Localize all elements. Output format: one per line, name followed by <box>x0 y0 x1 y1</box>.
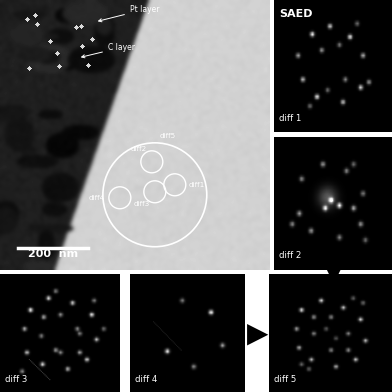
Text: C layer: C layer <box>82 43 135 58</box>
Text: ▼: ▼ <box>321 258 345 287</box>
Text: Pt layer: Pt layer <box>99 5 160 22</box>
Text: diff 5: diff 5 <box>274 375 297 384</box>
Text: diff5: diff5 <box>160 133 176 139</box>
Text: diff 4: diff 4 <box>135 375 157 384</box>
Text: diff1: diff1 <box>189 182 205 188</box>
Text: diff 3: diff 3 <box>5 375 27 384</box>
Text: diff 1: diff 1 <box>279 114 301 123</box>
Text: 200  nm: 200 nm <box>28 249 78 259</box>
Text: diff 2: diff 2 <box>279 251 301 260</box>
Text: diff3: diff3 <box>134 201 150 207</box>
Text: diff2: diff2 <box>131 146 147 152</box>
Text: diff4: diff4 <box>89 195 105 201</box>
Text: ▶: ▶ <box>247 319 268 347</box>
Text: SAED: SAED <box>279 9 312 19</box>
